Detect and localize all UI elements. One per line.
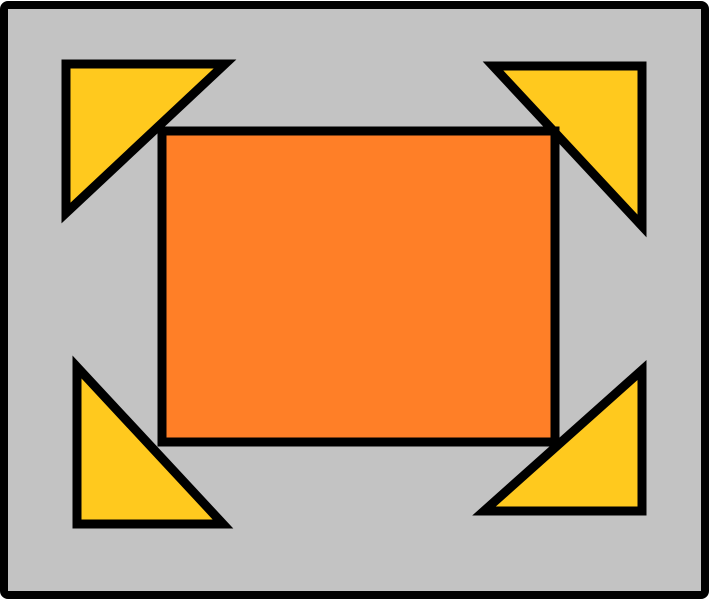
corner-triangle-bottom-left (72, 355, 234, 529)
corner-triangle-top-right (482, 61, 647, 238)
corner-triangle-bottom-right (472, 359, 647, 516)
center-rectangle (157, 126, 560, 447)
corner-triangle-top-left (61, 59, 237, 224)
